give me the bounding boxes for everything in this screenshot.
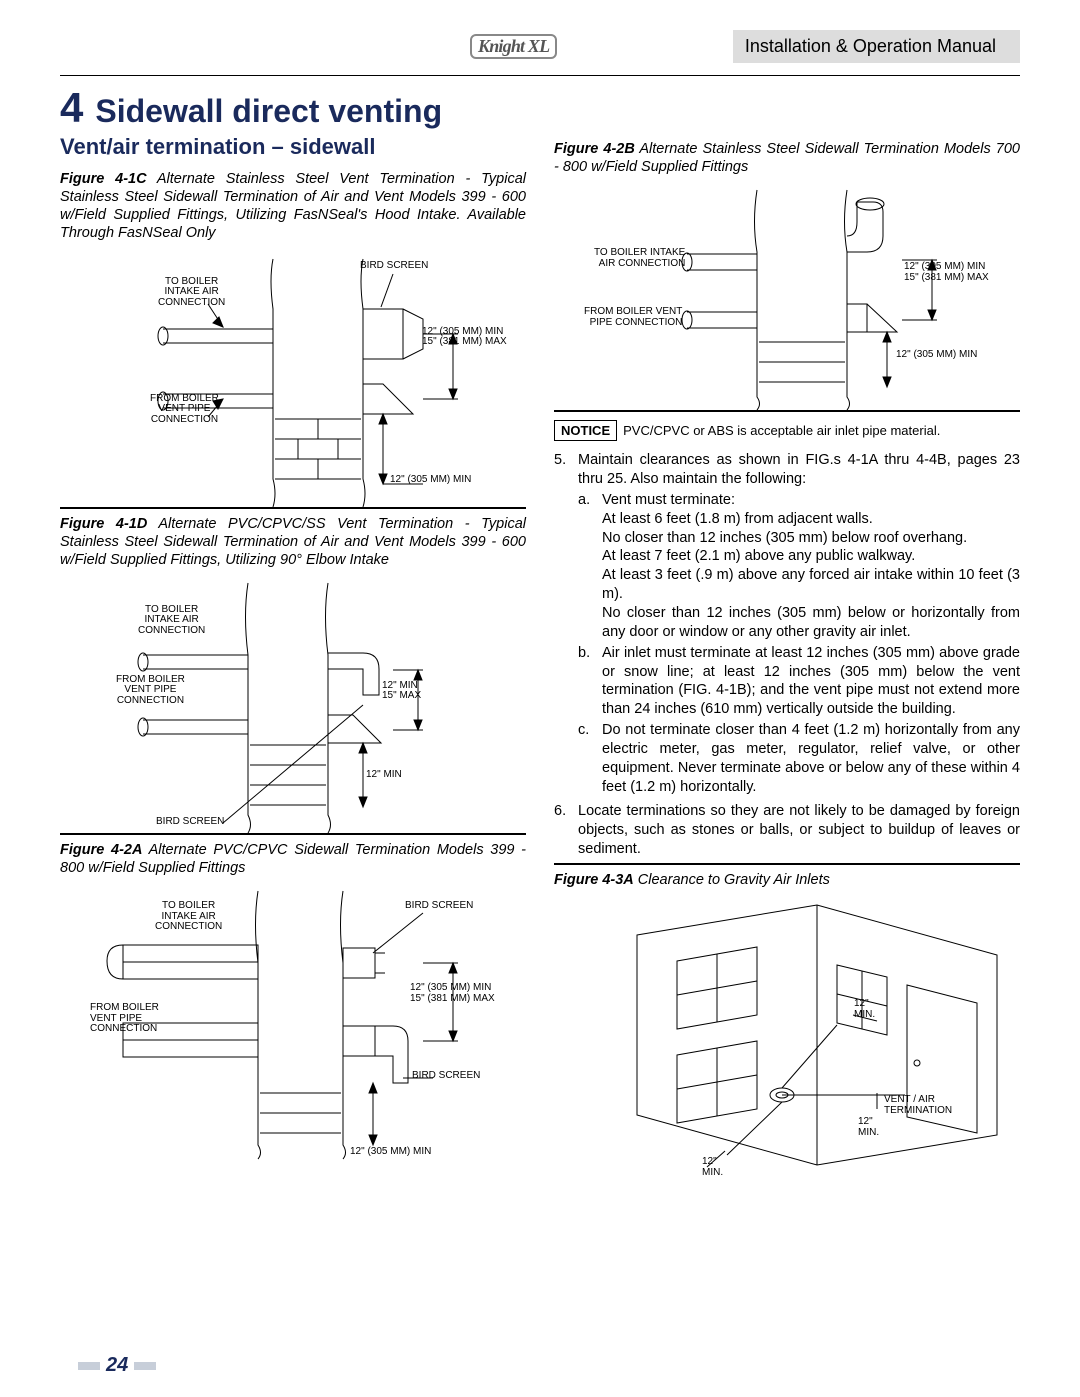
label-dim-bottom-2b: 12" (305 MM) MIN bbox=[896, 350, 977, 361]
top-bar: Knight XL Installation & Operation Manua… bbox=[60, 30, 1020, 63]
label-dim-top-1d: 12" MIN 15" MAX bbox=[382, 681, 421, 702]
req-5b: b. Air inlet must terminate at least 12 … bbox=[578, 644, 1020, 719]
req-6-text: Locate terminations so they are not like… bbox=[578, 802, 1020, 859]
figure-2b-caption: Figure 4-2B Alternate Stainless Steel Si… bbox=[554, 140, 1020, 176]
label-vent-2a: FROM BOILER VENT PIPE CONNECTION bbox=[90, 1003, 159, 1035]
top-rule bbox=[60, 75, 1020, 76]
req-5a-line1: No closer than 12 inches (305 mm) below … bbox=[602, 530, 967, 546]
req-5a-head: Vent must terminate: bbox=[602, 492, 735, 508]
brand-logo: Knight XL bbox=[470, 34, 557, 59]
label-3a-12min-3: 12" MIN. bbox=[702, 1157, 723, 1178]
req-5c-letter: c. bbox=[578, 721, 602, 796]
subsection-heading: Vent/air termination – sidewall bbox=[60, 134, 526, 160]
section-heading: 4 Sidewall direct venting bbox=[60, 84, 1020, 132]
left-column: Vent/air termination – sidewall Figure 4… bbox=[60, 134, 526, 1189]
notice-line: NOTICE PVC/CPVC or ABS is acceptable air… bbox=[554, 420, 1020, 441]
label-vent-1d: FROM BOILER VENT PIPE CONNECTION bbox=[116, 675, 185, 707]
section-title-text: Sidewall direct venting bbox=[95, 93, 442, 129]
label-intake-2b: TO BOILER INTAKE AIR CONNECTION bbox=[594, 248, 685, 269]
figure-2b-label: Figure 4-2B bbox=[554, 141, 635, 157]
figure-2a-label: Figure 4-2A bbox=[60, 842, 142, 858]
section-number: 4 bbox=[60, 84, 83, 131]
mid-rule bbox=[554, 863, 1020, 865]
figure-3a-label: Figure 4-3A bbox=[554, 872, 634, 888]
right-column: Figure 4-2B Alternate Stainless Steel Si… bbox=[554, 134, 1020, 1189]
req-5a-letter: a. bbox=[578, 491, 602, 642]
figure-1d-diagram: TO BOILER INTAKE AIR CONNECTION FROM BOI… bbox=[60, 575, 526, 835]
label-3a-12min-1: 12" MIN. bbox=[854, 999, 875, 1020]
two-column-layout: Vent/air termination – sidewall Figure 4… bbox=[60, 134, 1020, 1189]
label-dim-top: 12" (305 MM) MIN 15" (381 MM) MAX bbox=[422, 327, 507, 348]
req-5a-line4: No closer than 12 inches (305 mm) below … bbox=[602, 605, 1020, 640]
req-6-num: 6. bbox=[554, 802, 578, 859]
figure-1c-label: Figure 4-1C bbox=[60, 171, 147, 187]
label-dim-top-2b: 12" (305 MM) MIN 15" (381 MM) MAX bbox=[904, 262, 989, 283]
figure-1c-caption: Figure 4-1C Alternate Stainless Steel Ve… bbox=[60, 170, 526, 243]
req-5c: c. Do not terminate closer than 4 feet (… bbox=[578, 721, 1020, 796]
label-dim-top-2a: 12" (305 MM) MIN 15" (381 MM) MAX bbox=[410, 983, 495, 1004]
label-3a-vent-air: VENT / AIR TERMINATION bbox=[884, 1095, 952, 1116]
label-dim-bottom-2a: 12" (305 MM) MIN bbox=[350, 1147, 431, 1158]
figure-1c-diagram: BIRD SCREEN TO BOILER INTAKE AIR CONNECT… bbox=[60, 249, 526, 509]
page: Knight XL Installation & Operation Manua… bbox=[0, 0, 1080, 1209]
label-bird-bottom-2a: BIRD SCREEN bbox=[412, 1071, 480, 1082]
label-dim-bottom: 12" (305 MM) MIN bbox=[390, 475, 471, 486]
req-5a-line0: At least 6 feet (1.8 m) from adjacent wa… bbox=[602, 511, 873, 527]
req-5c-text: Do not terminate closer than 4 feet (1.2… bbox=[602, 721, 1020, 796]
label-3a-12min-2: 12" MIN. bbox=[858, 1117, 879, 1138]
figure-3a-text: Clearance to Gravity Air Inlets bbox=[638, 872, 830, 888]
notice-box: NOTICE bbox=[554, 420, 617, 441]
label-bird-screen: BIRD SCREEN bbox=[360, 261, 428, 272]
label-intake: TO BOILER INTAKE AIR CONNECTION bbox=[158, 277, 225, 309]
req-5b-text: Air inlet must terminate at least 12 inc… bbox=[602, 644, 1020, 719]
figure-2a-caption: Figure 4-2A Alternate PVC/CPVC Sidewall … bbox=[60, 841, 526, 877]
label-vent-2b: FROM BOILER VENT PIPE CONNECTION bbox=[584, 307, 682, 328]
figure-3a-caption: Figure 4-3A Clearance to Gravity Air Inl… bbox=[554, 871, 1020, 889]
req-5a-line2: At least 7 feet (2.1 m) above any public… bbox=[602, 548, 915, 564]
figure-2b-diagram: TO BOILER INTAKE AIR CONNECTION FROM BOI… bbox=[554, 182, 1020, 412]
figure-1d-caption: Figure 4-1D Alternate PVC/CPVC/SS Vent T… bbox=[60, 515, 526, 569]
requirements-list: 5. Maintain clearances as shown in FIG.s… bbox=[554, 451, 1020, 859]
figure-1d-label: Figure 4-1D bbox=[60, 516, 147, 532]
label-vent: FROM BOILER VENT PIPE CONNECTION bbox=[150, 394, 219, 426]
label-dim-bottom-1d: 12" MIN bbox=[366, 770, 402, 781]
req-5-num: 5. bbox=[554, 451, 578, 798]
label-bird-top-2a: BIRD SCREEN bbox=[405, 901, 473, 912]
req-6: 6. Locate terminations so they are not l… bbox=[554, 802, 1020, 859]
req-5a-line3: At least 3 feet (.9 m) above any forced … bbox=[602, 567, 1020, 602]
req-5-lead: Maintain clearances as shown in FIG.s 4-… bbox=[578, 452, 1020, 487]
req-5b-letter: b. bbox=[578, 644, 602, 719]
label-intake-1d: TO BOILER INTAKE AIR CONNECTION bbox=[138, 605, 205, 637]
notice-text: PVC/CPVC or ABS is acceptable air inlet … bbox=[623, 423, 940, 438]
figure-3a-diagram: 12" MIN. VENT / AIR TERMINATION 12" MIN.… bbox=[554, 895, 1020, 1185]
label-intake-2a: TO BOILER INTAKE AIR CONNECTION bbox=[155, 901, 222, 933]
figure-2a-diagram: BIRD SCREEN TO BOILER INTAKE AIR CONNECT… bbox=[60, 883, 526, 1163]
manual-title: Installation & Operation Manual bbox=[733, 30, 1020, 63]
req-5a: a. Vent must terminate: At least 6 feet … bbox=[578, 491, 1020, 642]
req-5: 5. Maintain clearances as shown in FIG.s… bbox=[554, 451, 1020, 798]
page-number: 24 bbox=[72, 1354, 162, 1377]
label-bird-screen-1d: BIRD SCREEN bbox=[156, 817, 224, 828]
